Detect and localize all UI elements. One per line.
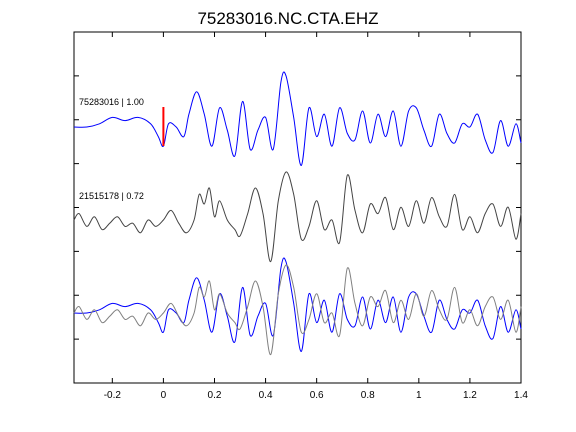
x-tick-label: 1.4 — [514, 390, 528, 401]
x-tick-label: 0.2 — [208, 390, 222, 401]
trace-annotation-21515178: 21515178 | 0.72 — [79, 191, 144, 201]
chart-title: 75283016.NC.CTA.EHZ — [197, 9, 378, 28]
overlay-21515178-line — [73, 264, 522, 356]
trace-75283016-line — [73, 71, 522, 166]
trace-21515178-line — [73, 171, 522, 263]
overlay-75283016-line — [73, 257, 522, 352]
y-axis-ticks — [74, 75, 521, 340]
trace-annotation-75283016: 75283016 | 1.00 — [79, 97, 144, 107]
waveform-traces — [73, 71, 522, 356]
x-tick-label: 1 — [416, 390, 422, 401]
x-tick-label: 0 — [161, 390, 167, 401]
x-tick-label: 0.8 — [361, 390, 375, 401]
x-tick-label: 0.6 — [310, 390, 324, 401]
x-axis-ticks: -0.2 0 0.2 0.4 0.6 0.8 1 1.2 1.4 — [104, 32, 528, 401]
x-tick-label: 1.2 — [463, 390, 477, 401]
x-tick-label: 0.4 — [259, 390, 273, 401]
x-tick-label: -0.2 — [104, 390, 122, 401]
